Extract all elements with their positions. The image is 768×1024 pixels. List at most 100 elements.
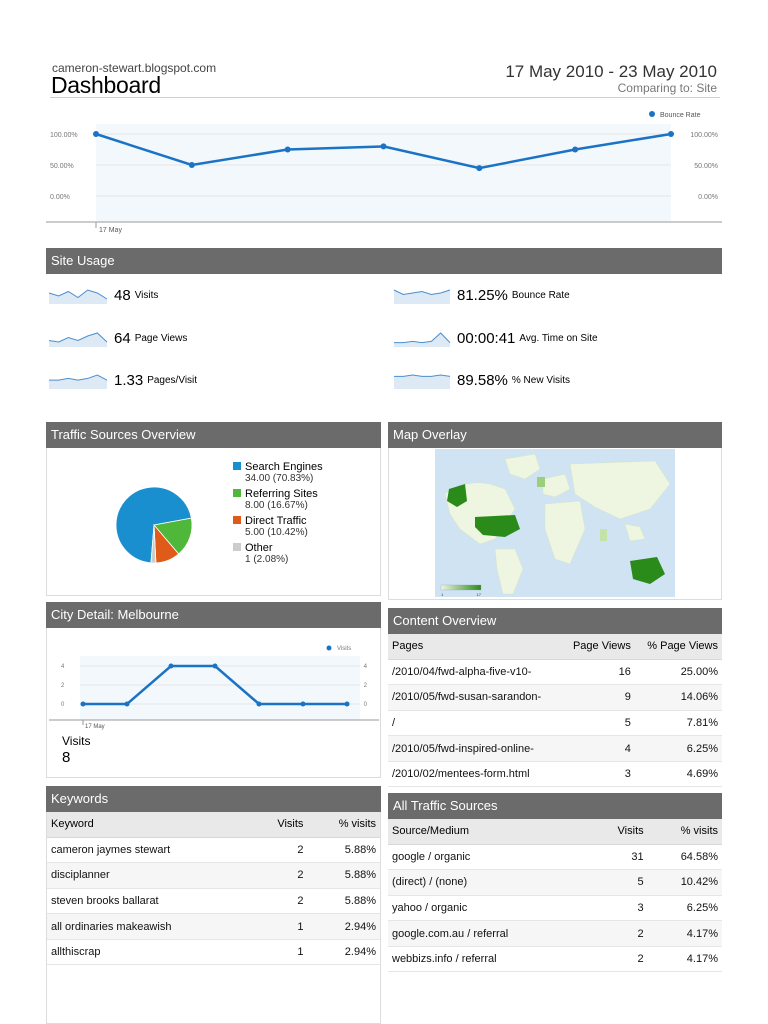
legend-label: Visits [337, 646, 351, 652]
table-header-row: Keyword Visits % visits [47, 812, 380, 838]
legend-name: Direct Traffic [245, 515, 307, 527]
legend-name: Search Engines [245, 461, 323, 473]
page-link[interactable]: /2010/02/mentees-form.html [388, 761, 562, 788]
data-point[interactable] [168, 663, 174, 669]
data-point[interactable] [80, 701, 86, 707]
table-row[interactable]: disciplanner 2 5.88% [47, 862, 380, 889]
x-tick-label: 17 May [85, 724, 105, 730]
y-tick-label-right-2: 0 [364, 702, 368, 708]
column-header[interactable]: % visits [307, 812, 380, 838]
data-point[interactable] [188, 162, 195, 168]
metric-page-views[interactable]: 64 Page Views [48, 327, 187, 349]
data-point[interactable] [572, 146, 579, 153]
pie-slice-other[interactable] [150, 524, 157, 564]
keyword-link[interactable]: disciplanner [47, 862, 253, 889]
column-header[interactable]: Keyword [47, 812, 253, 838]
data-point[interactable] [344, 701, 350, 707]
metric-value: 89.58% [457, 371, 508, 389]
page-views-percent-cell: 4.69% [634, 761, 722, 788]
table-row[interactable]: all ordinaries makeawish 1 2.94% [47, 913, 380, 940]
data-point[interactable] [124, 701, 130, 707]
legend-detail: 34.00 (70.83%) [245, 473, 314, 484]
table-row[interactable]: google.com.au / referral 2 4.17% [388, 920, 722, 947]
legend-detail: 8.00 (16.67%) [245, 500, 308, 511]
source-link[interactable]: (direct) / (none) [388, 869, 592, 896]
keyword-link[interactable]: steven brooks ballarat [47, 888, 253, 915]
data-point[interactable] [93, 131, 99, 137]
sparkline-icon [394, 374, 451, 389]
metric-value: 48 [114, 286, 131, 304]
column-header[interactable]: Page Views [561, 634, 635, 660]
table-row[interactable]: cameron jaymes stewart 2 5.88% [47, 837, 380, 864]
visits-percent-cell: 2.94% [307, 939, 380, 966]
column-header[interactable]: % visits [647, 819, 722, 845]
visits-percent-cell: 5.88% [307, 837, 380, 864]
site-name: cameron-stewart.blogspot.com [52, 61, 217, 75]
table-row[interactable]: yahoo / organic 3 6.25% [388, 895, 722, 922]
table-row[interactable]: /2010/02/mentees-form.html 3 4.69% [388, 761, 722, 788]
table-row[interactable]: allthiscrap 1 2.94% [47, 939, 380, 966]
keywords-panel: Keyword Visits % visits cameron jaymes s… [46, 812, 381, 1024]
data-point[interactable] [668, 131, 674, 137]
source-link[interactable]: webbizs.info / referral [388, 946, 592, 973]
visits-percent-cell: 4.17% [647, 946, 722, 973]
column-header[interactable]: Visits [252, 812, 308, 838]
metric-bounce-rate[interactable]: 81.25% Bounce Rate [393, 284, 570, 306]
sparkline-icon [49, 374, 108, 389]
data-point[interactable] [476, 165, 483, 172]
keyword-link[interactable]: cameron jaymes stewart [47, 837, 253, 864]
table-row[interactable]: /2010/05/fwd-susan-sarandon- 9 14.06% [388, 684, 722, 711]
source-link[interactable]: google.com.au / referral [388, 920, 592, 947]
legend-swatch [233, 543, 241, 551]
metric-pages-per-visit[interactable]: 1.33 Pages/Visit [48, 369, 197, 391]
sparkline-area [49, 333, 107, 347]
keywords-title: Keywords [51, 791, 109, 806]
data-point[interactable] [380, 143, 387, 150]
metric-new-visits[interactable]: 89.58% % New Visits [393, 369, 570, 391]
page-link[interactable]: /2010/05/fwd-inspired-online- [388, 735, 562, 762]
page-link[interactable]: /2010/04/fwd-alpha-five-v10- [388, 659, 562, 686]
keyword-link[interactable]: allthiscrap [47, 939, 253, 966]
page-title: Dashboard [51, 72, 161, 98]
table-row[interactable]: webbizs.info / referral 2 4.17% [388, 946, 722, 973]
column-header[interactable]: Source/Medium [388, 819, 592, 845]
map-overlay-title: Map Overlay [393, 427, 467, 442]
sparkline-icon [48, 289, 108, 304]
date-range[interactable]: 17 May 2010 - 23 May 2010 [505, 62, 717, 81]
y-tick-label-right-1: 2 [364, 683, 368, 689]
table-row[interactable]: (direct) / (none) 5 10.42% [388, 869, 722, 896]
visits-cell: 1 [252, 913, 308, 940]
keyword-link[interactable]: all ordinaries makeawish [47, 913, 253, 940]
map-scale-min: 1 [441, 592, 444, 597]
page-link[interactable]: /2010/05/fwd-susan-sarandon- [388, 684, 562, 711]
map-scale-bar [440, 584, 482, 591]
metric-avg-time[interactable]: 00:00:41 Avg. Time on Site [393, 327, 598, 349]
column-header[interactable]: % Page Views [634, 634, 722, 660]
data-point[interactable] [256, 701, 262, 707]
visits-percent-cell: 4.17% [647, 920, 722, 947]
source-link[interactable]: google / organic [388, 844, 592, 871]
world-map[interactable]: 1 17 [435, 449, 675, 597]
source-link[interactable]: yahoo / organic [388, 895, 592, 922]
sparkline-area [394, 333, 450, 347]
table-row[interactable]: steven brooks ballarat 2 5.88% [47, 888, 380, 915]
page-link[interactable]: / [388, 710, 562, 737]
sparkline-area [49, 375, 107, 389]
table-row[interactable]: / 5 7.81% [388, 710, 722, 737]
visits-cell: 5 [591, 869, 648, 896]
data-point[interactable] [284, 146, 291, 153]
visits-cell: 2 [252, 837, 308, 864]
comparing-label: Comparing to: Site [617, 81, 717, 95]
page-views-percent-cell: 6.25% [634, 735, 722, 762]
metric-visits[interactable]: 48 Visits [48, 284, 158, 306]
data-point[interactable] [212, 663, 218, 669]
table-row[interactable]: google / organic 31 64.58% [388, 844, 722, 871]
table-row[interactable]: /2010/05/fwd-inspired-online- 4 6.25% [388, 735, 722, 762]
table-row[interactable]: /2010/04/fwd-alpha-five-v10- 16 25.00% [388, 659, 722, 686]
legend-swatch [233, 516, 241, 524]
column-header[interactable]: Visits [591, 819, 648, 845]
column-header[interactable]: Pages [388, 634, 562, 660]
legend-referring-sites: Referring Sites 8.00 (16.67%) [233, 488, 318, 511]
data-point[interactable] [300, 701, 306, 707]
y-tick-label-left-1: 50.00% [50, 163, 74, 170]
